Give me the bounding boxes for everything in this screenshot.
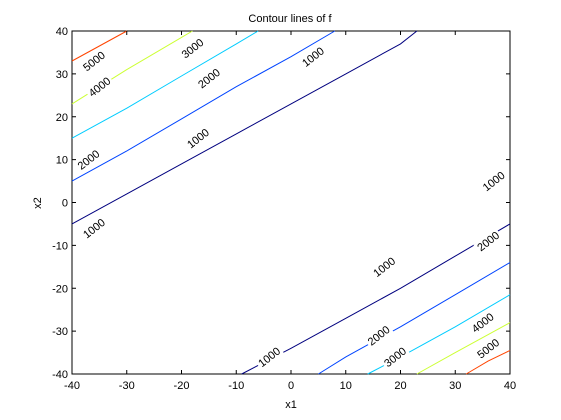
- contour-label-bg: [298, 43, 328, 71]
- y-tick-label: 0: [62, 198, 68, 210]
- contour-label-bg: [79, 214, 109, 242]
- y-tick-label: 30: [56, 69, 68, 81]
- x-tick-label: 20: [394, 380, 406, 392]
- contour-line-1000-1: [71, 30, 418, 225]
- contour-line-4000-2: [416, 322, 511, 375]
- y-tick-label: -40: [52, 369, 68, 381]
- y-axis-ticks: -40 -30 -20 -10 0 10 20 30 40: [52, 26, 510, 381]
- contour-label-bg: [177, 34, 208, 62]
- contour-label-bg: [194, 64, 224, 92]
- contour-line-5000-1: [71, 30, 128, 62]
- x-tick-label: 10: [340, 380, 352, 392]
- contour-label-bg: [473, 227, 503, 255]
- contour-label-bg: [183, 124, 213, 152]
- x-tick-label: -40: [64, 380, 80, 392]
- x-axis-ticks: -40 -30 -20 -10 0 10 20 30 40: [64, 31, 516, 392]
- contour-label-bg: [369, 253, 399, 281]
- y-tick-label: 10: [56, 155, 68, 167]
- plot-area: 1000100010001000100010002000200020002000…: [52, 26, 516, 392]
- y-tick-label: -30: [52, 326, 68, 338]
- contour-line-2000-1: [71, 30, 336, 182]
- contour-line-5000-2: [465, 349, 511, 375]
- x-axis-label: x1: [285, 399, 297, 411]
- y-tick-label: 20: [56, 112, 68, 124]
- contour-line-3000-1: [71, 30, 259, 139]
- x-tick-label: 0: [288, 380, 294, 392]
- contour-label-bg: [478, 167, 509, 195]
- y-tick-label: 40: [56, 26, 68, 38]
- y-tick-label: -10: [52, 240, 68, 252]
- contour-label-bg: [254, 343, 284, 371]
- x-tick-label: 30: [449, 380, 461, 392]
- contour-label-bg: [380, 343, 410, 371]
- y-axis-label: x2: [32, 197, 44, 209]
- axes-box: [71, 30, 511, 375]
- x-tick-label: -10: [228, 380, 244, 392]
- chart-title: Contour lines of f: [248, 13, 332, 25]
- contour-label-bg: [467, 309, 498, 336]
- contour-label-bg: [363, 322, 394, 349]
- contour-label-bg: [73, 146, 104, 173]
- x-tick-label: -30: [119, 380, 135, 392]
- x-tick-label: 40: [504, 380, 516, 392]
- contour-label-bg: [473, 334, 503, 362]
- x-tick-label: -20: [174, 380, 190, 392]
- y-tick-label: -20: [52, 283, 68, 295]
- contour-label-bg: [84, 73, 115, 101]
- contour-line-2000-2: [318, 262, 511, 375]
- contour-label-bg: [79, 47, 109, 75]
